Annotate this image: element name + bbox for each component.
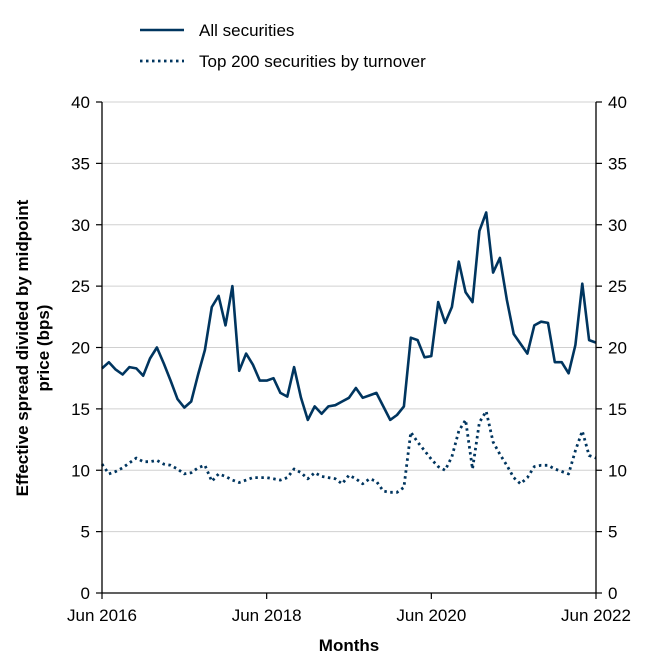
y-tick-label-right: 5 — [608, 523, 617, 542]
legend-label-all-securities: All securities — [199, 21, 294, 40]
series-top-200-line — [100, 409, 597, 494]
x-axis-title: Months — [319, 636, 379, 655]
y-tick-label-right: 40 — [608, 93, 627, 112]
x-tick-label: Jun 2018 — [232, 606, 302, 625]
y-axis-title-line-1: Effective spread divided by midpoint — [13, 199, 32, 496]
series-all-securities-line — [101, 211, 597, 422]
y-tick-label-right: 0 — [608, 584, 617, 603]
tick-labels: 0 0 5 5 10 10 15 15 20 20 25 25 30 30 35 35 40 40 Jun 2016… — [67, 93, 631, 625]
series-layer — [100, 211, 597, 494]
y-tick-label-right: 25 — [608, 277, 627, 296]
x-tick-label: Jun 2020 — [396, 606, 466, 625]
x-tick-label: Jun 2016 — [67, 606, 137, 625]
y-tick-label-left: 25 — [71, 277, 90, 296]
y-tick-label-left: 0 — [81, 584, 90, 603]
y-tick-label-left: 40 — [71, 93, 90, 112]
y-axis-title: Effective spread divided by midpoint pri… — [13, 199, 53, 496]
y-tick-label-right: 30 — [608, 216, 627, 235]
y-tick-label-left: 5 — [81, 523, 90, 542]
y-axis-title-line-2: price (bps) — [34, 305, 53, 392]
y-tick-label-right: 20 — [608, 339, 627, 358]
legend: All securities Top 200 securities by tur… — [140, 21, 426, 71]
y-tick-label-left: 15 — [71, 400, 90, 419]
y-tick-label-right: 35 — [608, 154, 627, 173]
y-tick-label-right: 10 — [608, 461, 627, 480]
y-tick-label-left: 10 — [71, 461, 90, 480]
x-tick-label: Jun 2022 — [561, 606, 631, 625]
y-tick-label-left: 30 — [71, 216, 90, 235]
y-tick-label-right: 15 — [608, 400, 627, 419]
axes — [96, 101, 602, 599]
y-tick-label-left: 35 — [71, 154, 90, 173]
legend-label-top-200: Top 200 securities by turnover — [199, 52, 426, 71]
y-tick-label-left: 20 — [71, 339, 90, 358]
